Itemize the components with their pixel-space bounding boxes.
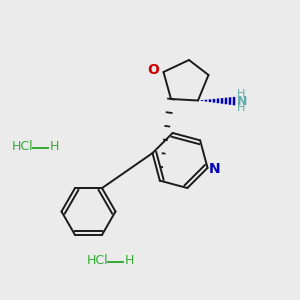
Text: N: N	[236, 94, 247, 108]
Text: N: N	[208, 162, 220, 176]
Text: H: H	[50, 140, 59, 154]
Text: H: H	[236, 103, 245, 113]
Text: H: H	[236, 89, 245, 100]
Text: O: O	[148, 64, 160, 77]
Text: HCl: HCl	[87, 254, 109, 268]
Text: H: H	[124, 254, 134, 268]
Text: HCl: HCl	[12, 140, 34, 154]
